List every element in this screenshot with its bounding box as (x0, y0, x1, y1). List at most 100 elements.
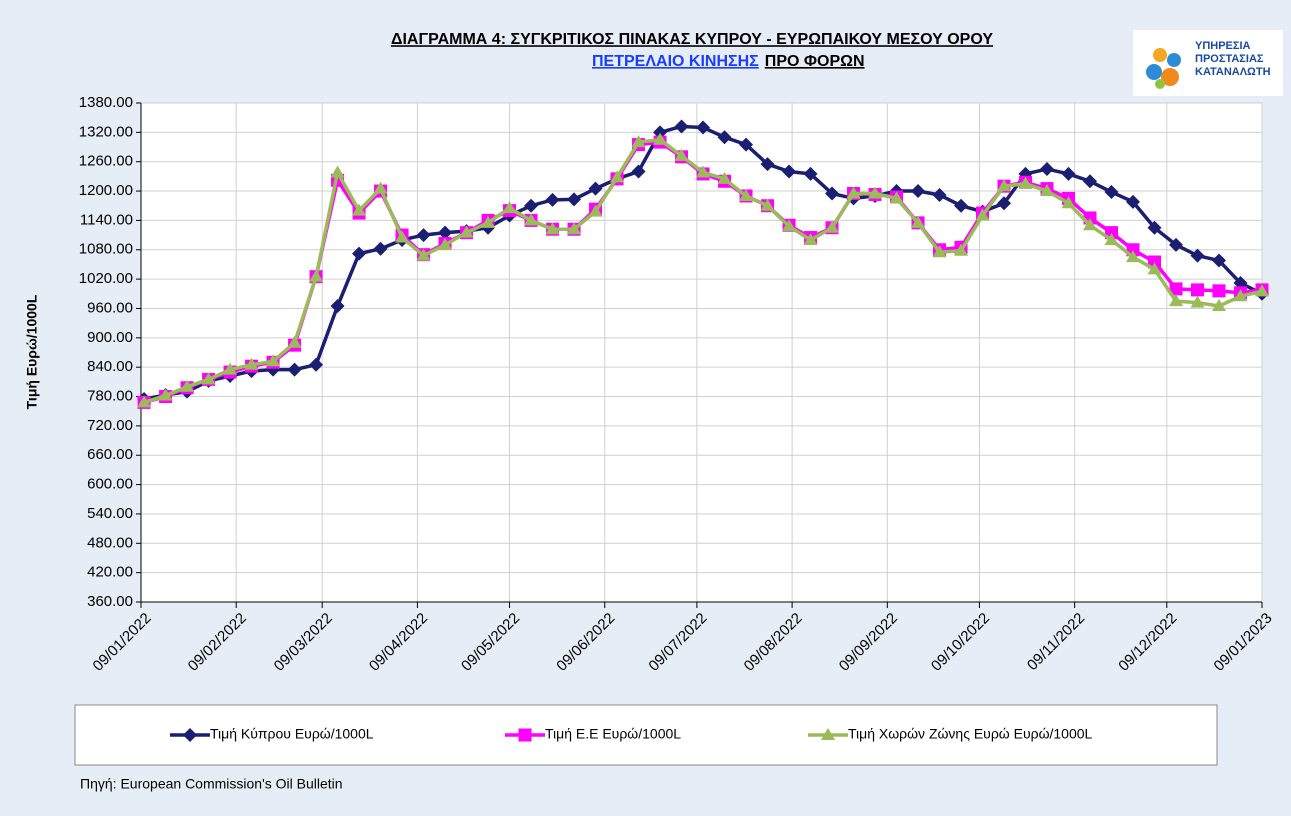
y-tick-label: 600.00 (87, 476, 133, 493)
marker (1233, 289, 1248, 302)
marker (1169, 294, 1184, 307)
marker (760, 198, 775, 211)
marker (782, 219, 797, 232)
marker (1169, 282, 1183, 296)
marker (223, 362, 238, 375)
marker (1147, 220, 1162, 235)
y-tick-label: 420.00 (87, 564, 133, 581)
marker (352, 203, 367, 216)
subtitle-link: ΠΕΤΡΕΛΑΙΟ ΚΙΝΗΣΗΣ (592, 53, 759, 70)
marker (244, 357, 259, 370)
marker (330, 299, 345, 314)
marker (1190, 295, 1205, 308)
logo-dot (1155, 79, 1165, 89)
marker (545, 192, 560, 207)
marker (1104, 232, 1119, 245)
marker (201, 372, 216, 385)
marker (803, 166, 818, 181)
marker (395, 230, 410, 243)
marker (1212, 299, 1227, 312)
marker (1212, 253, 1227, 268)
marker (975, 208, 990, 221)
marker (438, 225, 453, 240)
marker (821, 728, 835, 740)
marker (674, 148, 689, 161)
marker (1126, 250, 1141, 263)
y-tick-label: 1080.00 (79, 241, 133, 258)
marker (266, 354, 281, 367)
subtitle-text: ΠΡΟ ΦΟΡΩΝ (765, 53, 865, 70)
marker (696, 120, 711, 135)
chart-title: ΔΙΑΓΡΑΜΜΑ 4: ΣΥΓΚΡΙΤΙΚΟΣ ΠΙΝΑΚΑΣ ΚΥΠΡΟΥ … (391, 31, 993, 48)
marker (1061, 196, 1076, 209)
marker (610, 170, 625, 183)
marker (911, 184, 926, 199)
marker (868, 186, 883, 199)
marker (287, 335, 302, 348)
marker (696, 165, 711, 178)
logo-text: ΥΠΗΡΕΣΙΑ (1195, 40, 1251, 52)
legend-label: Τιμή Ε.Ε Ευρώ/1000L (545, 726, 681, 742)
y-tick-label: 900.00 (87, 329, 133, 346)
marker (524, 198, 539, 213)
source-note: Πηγή: European Commission's Oil Bulletin (80, 776, 343, 792)
logo-text: ΚΑΤΑΝΑΛΩΤΗ (1195, 66, 1271, 78)
marker (717, 171, 732, 184)
marker (825, 220, 840, 233)
logo-dot (1146, 64, 1162, 80)
marker (1083, 218, 1098, 231)
y-tick-label: 360.00 (87, 593, 133, 610)
y-tick-label: 1260.00 (79, 153, 133, 170)
y-tick-label: 480.00 (87, 534, 133, 551)
marker (782, 164, 797, 179)
marker (309, 269, 324, 282)
marker (183, 728, 197, 742)
logo-dot (1167, 53, 1181, 67)
marker (330, 165, 345, 178)
marker (653, 132, 668, 145)
marker (588, 181, 603, 196)
marker (997, 179, 1012, 192)
marker (502, 201, 517, 214)
marker (1083, 174, 1098, 189)
marker (932, 245, 947, 258)
marker (739, 137, 754, 152)
marker (631, 164, 646, 179)
y-axis-label: Τιμή Ευρώ/1000L (24, 294, 40, 409)
marker (438, 237, 453, 250)
marker (588, 204, 603, 217)
marker (631, 135, 646, 148)
y-tick-label: 720.00 (87, 417, 133, 434)
marker (1255, 284, 1269, 297)
marker (567, 222, 582, 235)
marker (137, 395, 152, 408)
marker (373, 181, 388, 194)
marker (954, 198, 969, 213)
marker (846, 186, 861, 199)
subtitle: ΠΕΤΡΕΛΑΙΟ ΚΙΝΗΣΗΣ ΠΡΟ ΦΟΡΩΝ (592, 53, 865, 70)
marker (459, 225, 474, 238)
marker (1104, 185, 1119, 200)
logo: ΥΠΗΡΕΣΙΑ ΠΡΟΣΤΑΣΙΑΣ ΚΑΤΑΝΑΛΩΤΗ (1133, 30, 1283, 96)
marker (518, 728, 532, 742)
marker (739, 188, 754, 201)
marker (932, 187, 947, 202)
y-tick-label: 540.00 (87, 505, 133, 522)
legend-label: Τιμή Χωρών Ζώνης Ευρώ Ευρώ/1000L (848, 726, 1093, 742)
logo-dot (1153, 48, 1167, 62)
legend-label: Τιμή Κύπρου Ευρώ/1000L (210, 726, 374, 742)
marker (911, 215, 926, 228)
marker (954, 243, 969, 256)
marker (997, 196, 1012, 211)
marker (416, 228, 431, 243)
marker (1040, 162, 1055, 177)
marker (825, 186, 840, 201)
y-tick-label: 960.00 (87, 299, 133, 316)
marker (416, 248, 431, 261)
marker (1147, 262, 1162, 275)
marker (717, 130, 732, 145)
legend-box (74, 704, 1218, 766)
marker (524, 213, 539, 226)
marker (481, 215, 496, 228)
